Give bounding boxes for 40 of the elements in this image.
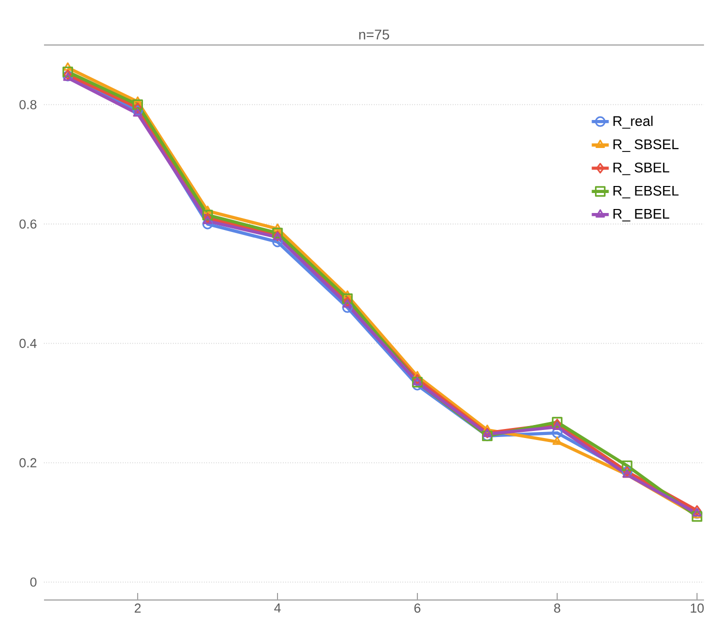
y-tick-label: 0 bbox=[30, 578, 36, 587]
y-tick-label: 0.2 bbox=[19, 458, 36, 468]
point bbox=[133, 108, 142, 117]
point bbox=[133, 96, 142, 105]
point bbox=[132, 105, 143, 116]
point bbox=[203, 212, 212, 224]
point bbox=[413, 374, 422, 384]
point bbox=[134, 102, 142, 113]
point bbox=[343, 296, 352, 307]
point bbox=[552, 436, 562, 445]
point bbox=[342, 299, 352, 308]
point bbox=[412, 370, 422, 380]
legend-label: R_ EBEL bbox=[613, 209, 670, 222]
point bbox=[552, 422, 562, 430]
point bbox=[62, 66, 74, 78]
y-tick-label: 0.6 bbox=[19, 219, 36, 229]
point bbox=[272, 228, 283, 238]
x-tick-label: 2 bbox=[134, 604, 141, 613]
point bbox=[692, 505, 702, 516]
point bbox=[552, 428, 562, 438]
x-tick-label: 6 bbox=[414, 604, 420, 613]
legend-label: R_ EBSEL bbox=[613, 186, 679, 198]
legend-label: R_ SBSEL bbox=[613, 139, 679, 152]
point bbox=[342, 293, 353, 304]
legend-label: R_real bbox=[613, 116, 652, 129]
point bbox=[132, 99, 143, 110]
point bbox=[202, 210, 213, 220]
y-tick-label: 0.4 bbox=[19, 338, 37, 348]
chart-title: n=75 bbox=[359, 30, 390, 40]
point bbox=[342, 290, 352, 299]
x-tick-label: 8 bbox=[554, 604, 560, 613]
x-tick-label: 4 bbox=[274, 604, 281, 612]
point bbox=[622, 460, 632, 472]
point bbox=[692, 511, 702, 522]
y-tick-label: 0.8 bbox=[19, 100, 36, 110]
point bbox=[202, 206, 212, 214]
point bbox=[272, 224, 282, 232]
legend-label: R_ SBEL bbox=[613, 162, 670, 176]
point bbox=[202, 216, 212, 224]
x-tick-label: 10 bbox=[690, 604, 704, 613]
